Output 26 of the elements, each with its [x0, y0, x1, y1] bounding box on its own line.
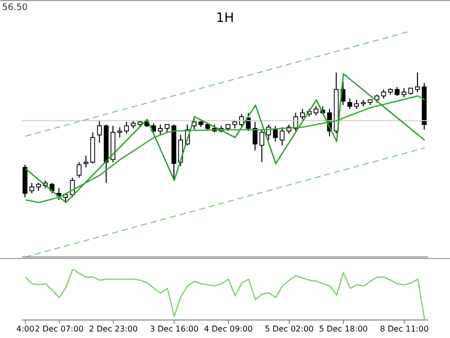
x-tick-label: 4 Dec 09:00 — [204, 324, 253, 334]
candlestick — [415, 72, 420, 93]
candlestick — [314, 106, 318, 116]
candlestick — [117, 126, 122, 138]
candlestick — [29, 182, 34, 194]
candlestick — [84, 155, 88, 168]
x-tick-label: 3 Dec 16:00 — [150, 324, 199, 334]
text: 56.50 — [2, 3, 28, 13]
candlestick — [394, 86, 400, 96]
candlestick — [76, 162, 82, 178]
x-tick-label: 8 Dec 11:00 — [380, 324, 429, 334]
candlestick — [97, 120, 102, 144]
candlestick — [402, 88, 406, 98]
candlestick — [124, 121, 129, 134]
x-tick-label: 2 Dec 07:00 — [34, 324, 84, 334]
x-tick-label: 4:00 — [16, 324, 34, 334]
candlestick — [300, 108, 305, 120]
x-tick-label: 2 Dec 23:00 — [88, 324, 138, 334]
x-tick-label: 5 Dec 18:00 — [319, 324, 368, 334]
candlestick — [347, 98, 352, 110]
candlestick — [354, 99, 359, 110]
chart-title: 1H — [216, 11, 234, 26]
candlestick — [259, 129, 264, 163]
candlestick — [252, 121, 258, 151]
x-tick-label: 5 Dec 02:00 — [264, 324, 314, 334]
candlestick — [158, 124, 163, 136]
